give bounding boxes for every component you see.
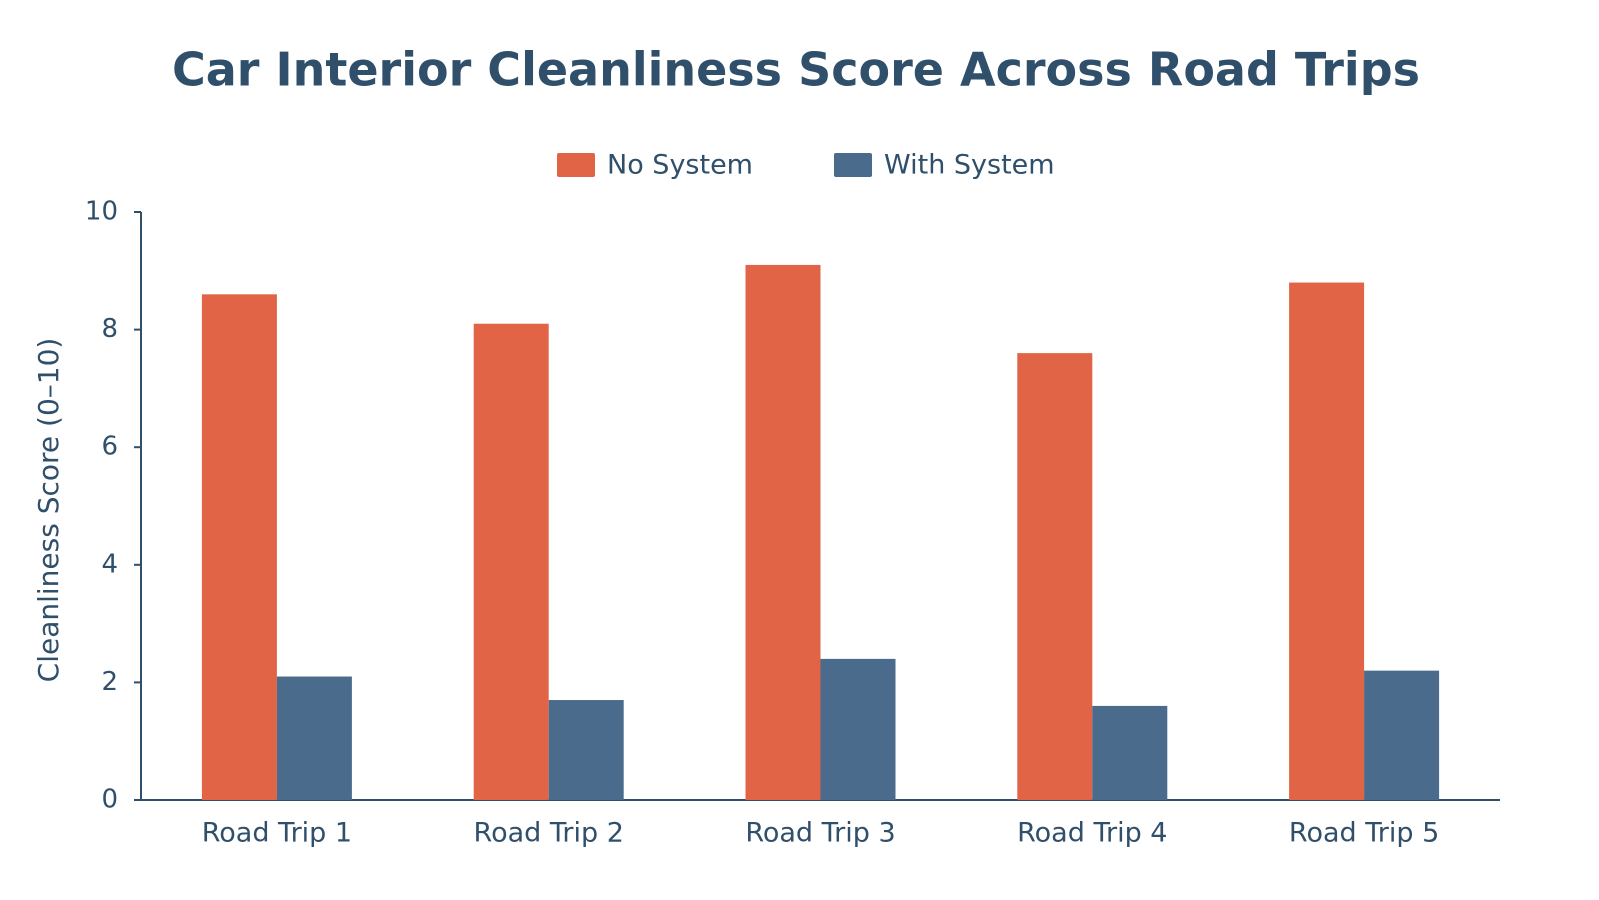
y-tick-label: 6: [101, 432, 118, 462]
bar: [820, 658, 896, 800]
bar: [201, 294, 277, 800]
x-tick-label: Road Trip 2: [474, 818, 624, 849]
x-tick-label: Road Trip 4: [1017, 818, 1167, 849]
y-tick-label: 4: [101, 549, 118, 579]
bar: [1364, 670, 1440, 800]
chart-title: Car Interior Cleanliness Score Across Ro…: [172, 43, 1420, 97]
bar: [473, 323, 549, 800]
x-tick-label: Road Trip 3: [745, 818, 895, 849]
legend-swatch: [557, 153, 595, 177]
bar: [276, 676, 352, 800]
bar: [1289, 282, 1365, 800]
y-tick-label: 8: [101, 314, 118, 344]
legend-swatch: [834, 153, 872, 177]
y-tick-label: 10: [85, 197, 118, 227]
legend-label: No System: [607, 150, 753, 181]
y-axis-label: Cleanliness Score (0–10): [32, 338, 65, 683]
x-tick-label: Road Trip 5: [1289, 818, 1439, 849]
bar: [1092, 705, 1168, 800]
bar: [745, 264, 821, 800]
x-tick-label: Road Trip 1: [202, 818, 352, 849]
legend-label: With System: [884, 150, 1055, 181]
bar: [548, 700, 624, 800]
bar: [1017, 353, 1093, 800]
y-tick-label: 2: [101, 667, 118, 697]
y-tick-label: 0: [101, 785, 118, 815]
